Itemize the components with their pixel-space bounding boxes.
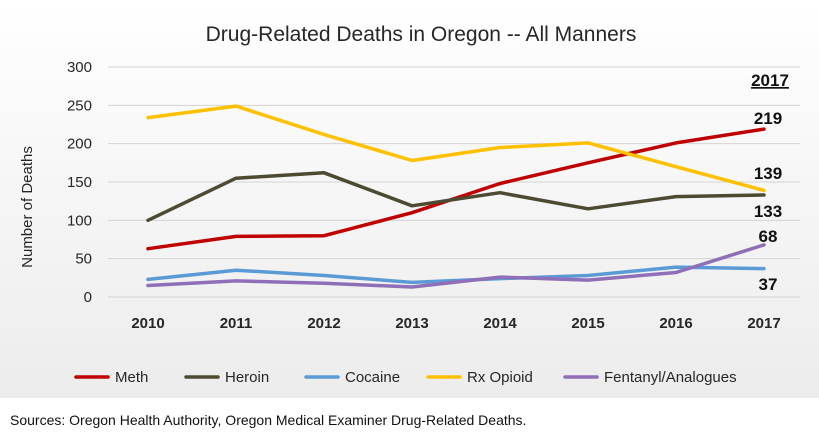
series-line-fentanyl-analogues: [146, 243, 766, 289]
legend-item: Rx Opioid: [426, 369, 533, 386]
chart-area: 0 50 100 150 200 250 300 2010 2011 2012 2013 2014 2…: [0, 0, 819, 398]
x-tick-label: 2013: [395, 315, 428, 332]
legend-label: Cocaine: [345, 369, 400, 386]
source-note: Sources: Oregon Health Authority, Oregon…: [10, 412, 527, 428]
legend-item: Meth: [74, 369, 148, 386]
y-tick-label: 250: [67, 97, 92, 114]
line-chart: 0 50 100 150 200 250 300 2010 2011 2012 2013 2014 2…: [19, 23, 800, 386]
y-tick-label: 0: [84, 289, 92, 306]
series-line-heroin: [146, 171, 766, 223]
x-tick-label: 2011: [220, 315, 253, 332]
x-tick-label: 2016: [659, 315, 692, 332]
legend-label: Meth: [115, 369, 148, 386]
x-tick-label: 2017: [747, 315, 780, 332]
y-tick-label: 150: [67, 174, 92, 191]
x-tick-label: 2012: [307, 315, 340, 332]
y-tick-label: 50: [75, 251, 92, 268]
end-value-label: 68: [759, 227, 778, 246]
x-tick-label: 2010: [131, 315, 164, 332]
end-value-label: 219: [754, 109, 782, 128]
end-value-label: 139: [754, 164, 782, 183]
legend-label: Fentanyl/Analogues: [604, 369, 737, 386]
y-tick-label: 100: [67, 212, 92, 229]
y-axis-label: Number of Deaths: [19, 146, 36, 268]
series-line-rx-opioid: [146, 104, 766, 193]
end-value-label: 133: [754, 202, 782, 221]
end-value-label: 37: [759, 275, 778, 294]
annotation-header: 2017: [751, 71, 789, 90]
legend-label: Heroin: [225, 369, 269, 386]
legend-item: Cocaine: [304, 369, 400, 386]
x-tick-label: 2014: [483, 315, 517, 332]
x-tick-label: 2015: [571, 315, 604, 332]
y-tick-label: 200: [67, 136, 92, 153]
series-line-meth: [146, 127, 766, 251]
chart-title: Drug-Related Deaths in Oregon -- All Man…: [206, 23, 637, 46]
legend-item: Heroin: [184, 369, 269, 386]
legend-label: Rx Opioid: [467, 369, 533, 386]
y-tick-label: 300: [67, 59, 92, 76]
legend-item: Fentanyl/Analogues: [563, 369, 737, 386]
